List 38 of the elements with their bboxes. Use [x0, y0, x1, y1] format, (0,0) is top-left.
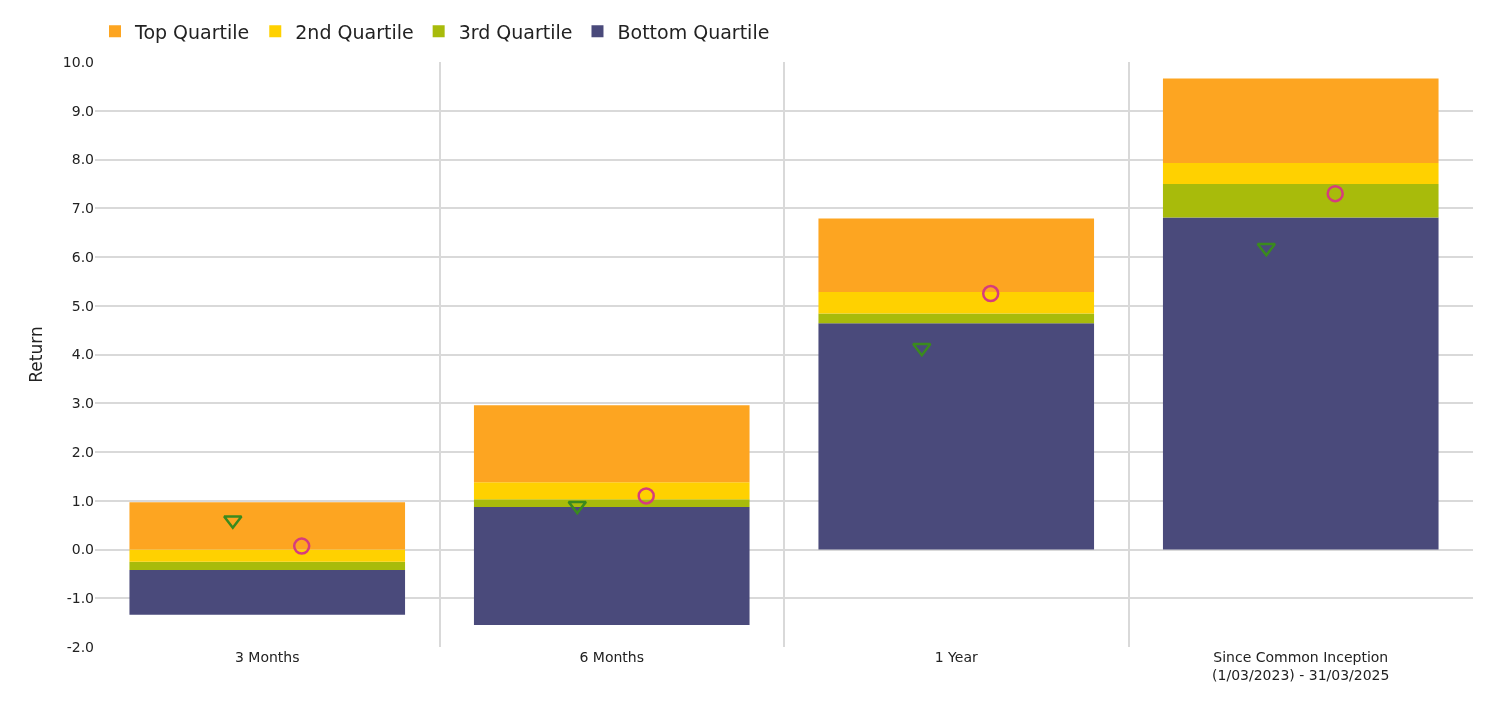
bar: [129, 561, 406, 570]
bar: [818, 292, 1095, 314]
bar: [818, 218, 1095, 293]
y-tick-label: -1.0: [66, 590, 94, 607]
bar: [818, 313, 1095, 324]
y-tick-label: 2.0: [71, 443, 94, 460]
bar: [473, 482, 750, 500]
bar: [473, 405, 750, 483]
bar: [129, 549, 406, 562]
bar: [1162, 78, 1439, 163]
y-tick-label: 4.0: [71, 346, 94, 363]
bar: [1162, 162, 1439, 184]
bar: [473, 499, 750, 508]
bar: [129, 569, 406, 615]
bar: [1162, 183, 1439, 218]
legend-label: Top Quartile: [134, 20, 250, 43]
bar: [129, 502, 406, 550]
y-tick-label: 3.0: [71, 395, 94, 412]
x-tick-label: 1 Year: [934, 649, 978, 665]
y-tick-label: 9.0: [71, 102, 94, 119]
x-tick-label: 3 Months: [234, 649, 300, 665]
y-tick-label: 7.0: [71, 200, 94, 217]
y-tick-label: 8.0: [71, 151, 94, 168]
legend-label: 2nd Quartile: [295, 20, 414, 43]
y-tick-label: 10.0: [62, 53, 94, 70]
x-tick-label: Since Common Inception (1/03/2023) - 31/03/2025: [1212, 649, 1390, 684]
y-axis-title: Return: [26, 326, 47, 383]
bar: [1162, 217, 1439, 550]
y-tick-label: 5.0: [71, 297, 94, 314]
y-tick-label: 0.0: [71, 541, 94, 558]
y-tick-label: 6.0: [71, 248, 94, 265]
legend-label: 3rd Quartile: [458, 20, 573, 43]
bar: [818, 323, 1095, 550]
y-tick-label: -2.0: [66, 638, 94, 655]
bar: [473, 507, 750, 626]
legend-label: Bottom Quartile: [617, 20, 770, 43]
y-tick-label: 1.0: [71, 492, 94, 509]
x-tick-label: 6 Months: [579, 649, 645, 665]
